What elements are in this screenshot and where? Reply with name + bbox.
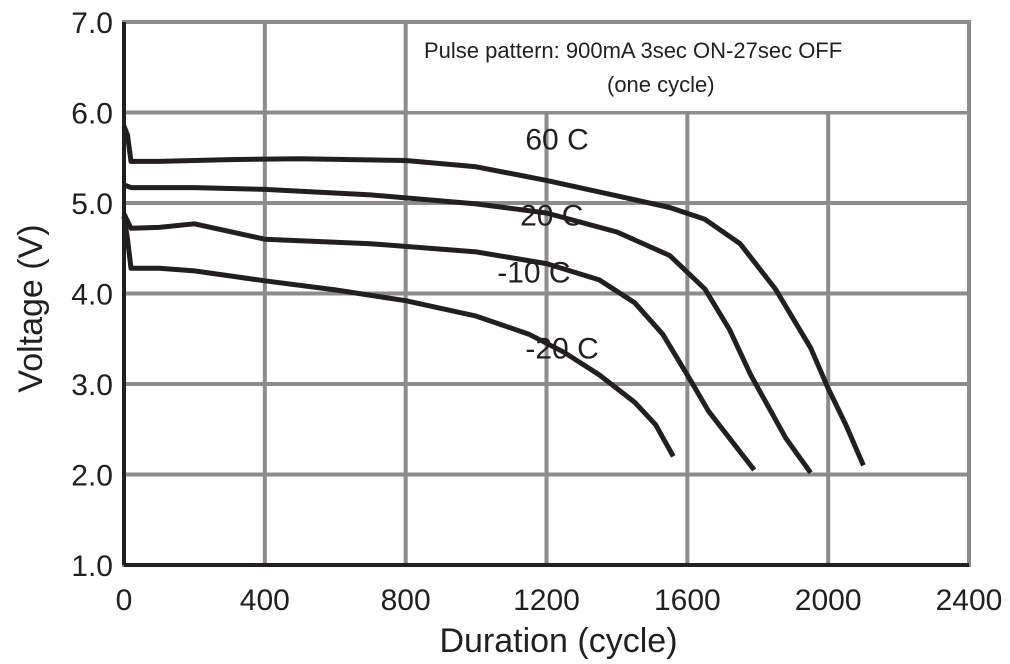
x-tick-label: 0: [116, 584, 133, 617]
y-tick-labels: 1.0 2.0 3.0 4.0 5.0 6.0 7.0: [71, 7, 113, 583]
series-label-0: 60 C: [525, 124, 588, 157]
x-tick-label: 400: [240, 584, 290, 617]
annotation-line-2: (one cycle): [607, 72, 715, 97]
annotation-box: [408, 24, 967, 111]
x-axis-title: Duration (cycle): [439, 622, 677, 660]
grid-lines: [124, 22, 969, 565]
series-line-0: [121, 125, 866, 467]
series-label-2: -10 C: [497, 257, 570, 290]
y-tick-label: 3.0: [71, 369, 113, 402]
series-line-2: [121, 212, 757, 472]
pulse-pattern-annotation: Pulse pattern: 900mA 3sec ON-27sec OFF (…: [408, 24, 967, 111]
y-tick-label: 7.0: [71, 7, 113, 40]
plot-frame: [122, 20, 971, 567]
x-tick-label: 1200: [513, 584, 580, 617]
y-tick-label: 5.0: [71, 188, 113, 221]
x-tick-label: 2000: [795, 584, 862, 617]
y-tick-label: 6.0: [71, 98, 113, 131]
annotation-line-1: Pulse pattern: 900mA 3sec ON-27sec OFF: [424, 38, 842, 63]
y-tick-label: 2.0: [71, 460, 113, 493]
x-tick-label: 800: [381, 584, 431, 617]
y-axis-title: Voltage (V): [12, 224, 50, 392]
x-tick-label: 2400: [936, 584, 1003, 617]
series-labels: 60 C 20 C -10 C -20 C: [497, 124, 599, 366]
y-tick-label: 4.0: [71, 279, 113, 312]
y-tick-label: 1.0: [71, 550, 113, 583]
series-label-1: 20 C: [520, 200, 583, 233]
series-lines: [121, 125, 866, 475]
series-line-1: [123, 182, 813, 475]
x-tick-label: 1600: [654, 584, 721, 617]
series-line-3: [121, 216, 676, 458]
x-tick-labels: 0 400 800 1200 1600 2000 2400: [116, 584, 1003, 617]
series-label-3: -20 C: [525, 333, 598, 366]
